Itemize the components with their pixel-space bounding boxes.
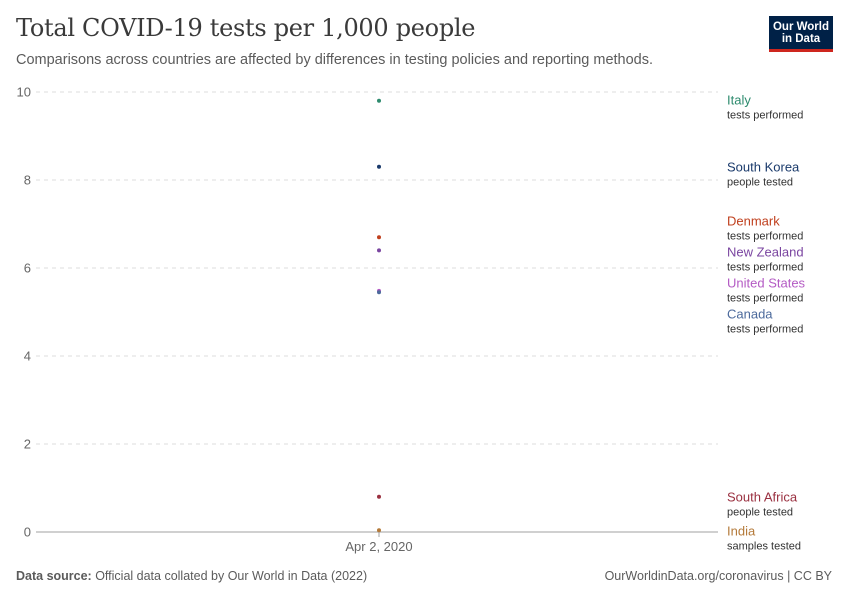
series-label-south-korea[interactable]: South Korea (727, 160, 800, 175)
data-source-text: Official data collated by Our World in D… (91, 569, 368, 583)
series-label-united-states[interactable]: United States (727, 276, 806, 291)
series-note-canada: tests performed (727, 324, 803, 336)
chart-subtitle: Comparisons across countries are affecte… (16, 52, 654, 68)
data-source-label: Data source: (16, 569, 92, 583)
series-label-south-africa[interactable]: South Africa (727, 490, 798, 505)
y-tick-label: 8 (24, 173, 31, 188)
footer-separator: | (783, 569, 794, 583)
data-point-canada[interactable] (377, 290, 381, 295)
data-point-india[interactable] (377, 528, 381, 533)
y-tick-label: 10 (17, 85, 31, 100)
series-note-denmark: tests performed (727, 231, 803, 243)
data-source: Data source: Official data collated by O… (16, 569, 367, 583)
series-note-india: samples tested (727, 541, 801, 553)
series-note-united-states: tests performed (727, 293, 803, 305)
series-label-new-zealand[interactable]: New Zealand (727, 245, 804, 260)
series-label-denmark[interactable]: Denmark (727, 214, 780, 229)
grid-layer (36, 91, 718, 533)
y-tick-label: 2 (24, 437, 31, 452)
logo-line-1: Our World (772, 21, 829, 33)
x-axis: Apr 2, 2020 (345, 532, 413, 554)
y-tick-label: 0 (24, 525, 31, 540)
series-label-italy[interactable]: Italy (727, 93, 751, 108)
data-point-italy[interactable] (377, 98, 381, 103)
data-point-denmark[interactable] (377, 235, 381, 240)
x-tick-label: Apr 2, 2020 (345, 539, 412, 554)
source-url-link[interactable]: OurWorldinData.org/coronavirus (604, 569, 784, 583)
data-point-south-korea[interactable] (377, 164, 381, 169)
footer-links: OurWorldinData.org/coronavirus | CC BY (605, 569, 832, 583)
license-link[interactable]: CC BY (793, 569, 832, 583)
series-note-south-africa: people tested (727, 507, 793, 519)
series-note-new-zealand: tests performed (727, 262, 803, 274)
series-label-india[interactable]: India (727, 524, 756, 539)
data-points (377, 98, 381, 533)
logo-line-2: in Data (781, 33, 821, 45)
series-note-south-korea: people tested (727, 177, 793, 189)
series-label-canada[interactable]: Canada (727, 307, 773, 322)
y-tick-label: 6 (24, 261, 31, 276)
data-point-south-africa[interactable] (377, 494, 381, 499)
owid-logo[interactable]: Our World in Data (769, 16, 833, 52)
data-point-new-zealand[interactable] (377, 248, 381, 253)
chart-title: Total COVID-19 tests per 1,000 people (16, 14, 476, 42)
y-tick-label: 4 (24, 349, 31, 364)
series-labels[interactable]: Italy tests performed South Korea people te… (727, 93, 806, 553)
series-note-italy: tests performed (727, 110, 803, 122)
y-axis-ticks: 0 2 4 6 8 10 (17, 85, 31, 540)
